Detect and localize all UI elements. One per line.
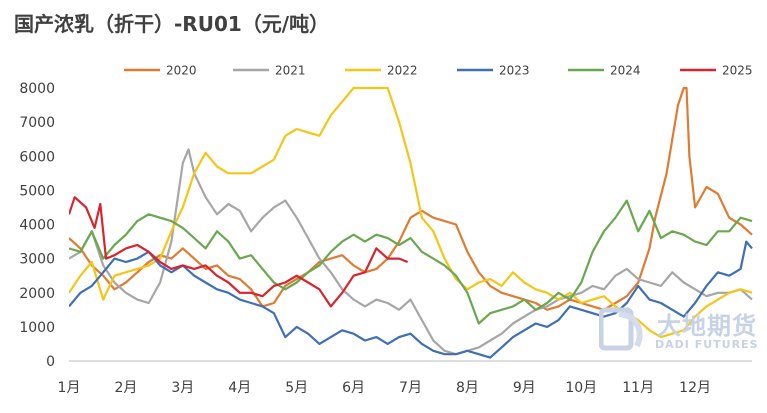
dadi-futures-watermark: 大地期货 DADI FUTURES <box>597 304 759 354</box>
y-tick-label: 6000 <box>19 149 55 165</box>
series-line-2020 <box>69 86 753 311</box>
legend-label-2024: 2024 <box>610 64 641 78</box>
x-tick-label: 6月 <box>342 380 365 396</box>
y-tick-label: 4000 <box>19 218 55 234</box>
y-tick-label: 1000 <box>19 320 55 336</box>
x-tick-label: 4月 <box>228 380 251 396</box>
y-tick-label: 2000 <box>19 286 55 302</box>
x-tick-label: 8月 <box>456 380 479 396</box>
legend: 2020 2021 2022 2023 2024 2025 <box>124 64 753 78</box>
y-tick-label: 5000 <box>19 183 55 199</box>
series-line-2021 <box>69 148 753 356</box>
series-line-2024 <box>69 199 753 325</box>
y-tick-label: 7000 <box>19 115 55 131</box>
x-tick-label: 11月 <box>622 380 654 396</box>
y-axis: 0 1000 2000 3000 4000 5000 6000 7000 8000 <box>19 81 55 370</box>
series-line-2025 <box>69 196 409 308</box>
x-tick-label: 3月 <box>171 380 194 396</box>
x-tick-label: 2月 <box>114 380 137 396</box>
y-tick-label: 3000 <box>19 252 55 268</box>
x-tick-label: 5月 <box>285 380 308 396</box>
chart-title: 国产浓乳（折干）-RU01（元/吨） <box>14 12 330 36</box>
plot-area <box>69 86 753 359</box>
x-tick-label: 12月 <box>679 380 711 396</box>
legend-label-2025: 2025 <box>722 64 753 78</box>
legend-label-2021: 2021 <box>275 64 306 78</box>
x-tick-label: 9月 <box>513 380 536 396</box>
watermark-en: DADI FUTURES <box>655 338 759 351</box>
series-line-2022 <box>69 86 753 339</box>
legend-label-2023: 2023 <box>499 64 530 78</box>
y-tick-label: 8000 <box>19 81 55 97</box>
y-tick-label: 0 <box>46 354 55 370</box>
watermark-cn: 大地期货 <box>657 312 757 340</box>
legend-label-2022: 2022 <box>387 64 418 78</box>
x-axis: 1月 2月 3月 4月 5月 6月 7月 8月 9月 10月 11月 12月 <box>58 360 752 396</box>
x-tick-label: 1月 <box>58 380 81 396</box>
legend-label-2020: 2020 <box>166 64 197 78</box>
dadi-logo-icon <box>599 307 643 351</box>
x-tick-label: 10月 <box>565 380 597 396</box>
x-tick-label: 7月 <box>399 380 422 396</box>
